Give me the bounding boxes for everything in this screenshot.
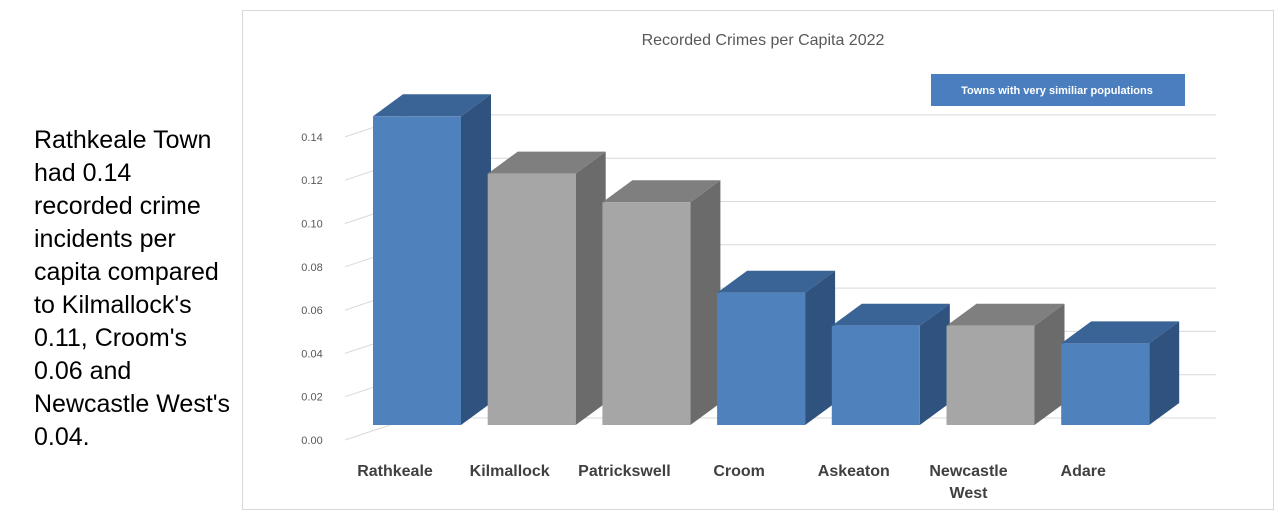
bar-side	[1149, 321, 1180, 425]
x-tick-label: Adare	[1061, 463, 1106, 480]
x-tick-label: Croom	[713, 463, 765, 480]
bar-rathkeale	[373, 94, 491, 426]
bar-askeaton	[831, 303, 950, 425]
bar-front	[602, 202, 691, 425]
bar-side	[919, 303, 950, 425]
bar-front	[831, 325, 920, 425]
bar-side	[690, 180, 721, 425]
x-tick-label: Rathkeale	[357, 463, 433, 480]
legend-annotation: Towns with very similiar populations	[931, 74, 1185, 106]
y-axis-ticks: 0.00 0.02 0.04 0.06 0.08 0.10 0.12 0.14	[301, 132, 322, 447]
y-tick-label: 0.00	[301, 435, 322, 447]
annotation-text: Towns with very similiar populations	[961, 85, 1153, 97]
bar-croom	[717, 270, 836, 425]
bar-front	[717, 292, 806, 425]
bar-patrickswell	[602, 180, 721, 425]
bar-top	[831, 303, 950, 326]
y-tick-label: 0.06	[301, 305, 322, 317]
bar-front	[1061, 343, 1150, 425]
bar-newcastle-west	[946, 303, 1065, 425]
bar-top	[717, 270, 836, 293]
y-tick-label: 0.02	[301, 392, 322, 404]
bar-top	[373, 94, 491, 117]
bar-top	[946, 303, 1065, 326]
bar-front	[487, 173, 576, 425]
y-tick-label: 0.04	[301, 348, 322, 360]
x-tick-label: Patrickswell	[578, 463, 671, 480]
y-tick-label: 0.12	[301, 175, 322, 187]
y-tick-label: 0.08	[301, 262, 322, 274]
annotation-box	[931, 74, 1185, 106]
bar-side	[575, 151, 606, 425]
bar-side	[461, 94, 491, 426]
bar-top	[602, 180, 721, 203]
x-tick-label: Kilmallock	[470, 463, 550, 480]
x-tick-label: West	[950, 485, 989, 502]
bar-side	[1034, 303, 1065, 425]
x-axis-labels: Rathkeale Kilmallock Patrickswell Croom Aske…	[357, 463, 1106, 502]
bar-front	[373, 116, 461, 426]
y-tick-label: 0.14	[301, 132, 322, 144]
description-text: Rathkeale Town had 0.14 recorded crime i…	[34, 126, 231, 451]
chart-title: Recorded Crimes per Capita 2022	[642, 32, 885, 49]
bar-adare	[1061, 321, 1180, 425]
y-tick-label: 0.10	[301, 219, 322, 231]
x-tick-label: Newcastle	[929, 463, 1007, 480]
bars	[373, 94, 1180, 426]
x-tick-label: Askeaton	[818, 463, 890, 480]
bar-top	[1061, 321, 1180, 344]
bar-side	[805, 270, 836, 425]
bar-kilmallock	[487, 151, 606, 425]
bar-top	[487, 151, 606, 174]
bar-front	[946, 325, 1035, 425]
